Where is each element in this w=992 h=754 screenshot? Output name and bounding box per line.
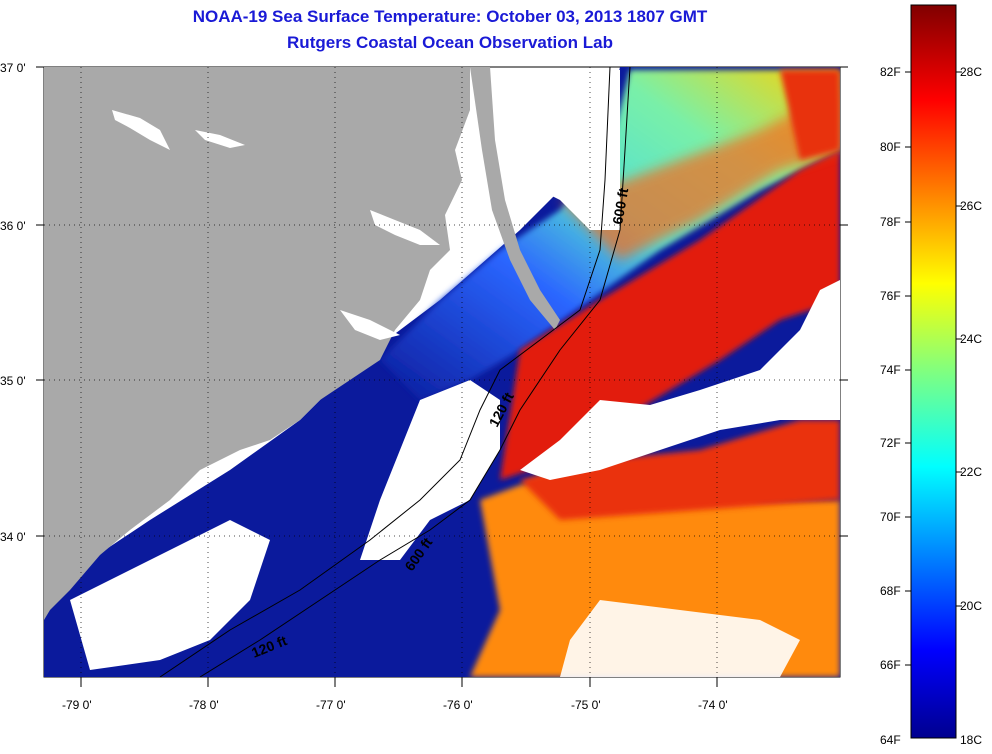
cb-f-70: 70F: [880, 510, 901, 524]
colorbar: [910, 4, 957, 739]
lon-label-75: -75 0': [571, 698, 601, 712]
lon-label-79: -79 0': [62, 698, 92, 712]
cb-c-24: 24C: [960, 332, 983, 346]
lat-label-37: 37 0': [0, 61, 26, 75]
lat-label-36: 36 0': [0, 219, 26, 233]
lat-ticks: [36, 66, 848, 537]
cb-f-80: 80F: [880, 140, 901, 154]
map-raster: [44, 67, 840, 677]
lon-label-77: -77 0': [316, 698, 346, 712]
cb-c-20: 20C: [960, 599, 983, 613]
contour-label-600ft-north: 600 ft: [609, 186, 631, 225]
map-title: NOAA-19 Sea Surface Temperature: October…: [192, 7, 708, 26]
lat-label-35: 35 0': [0, 374, 26, 388]
cb-f-72: 72F: [880, 436, 901, 450]
lon-label-76: -76 0': [443, 698, 473, 712]
lon-label-78: -78 0': [189, 698, 219, 712]
lat-label-34: 34 0': [0, 530, 26, 544]
cb-f-78: 78F: [880, 215, 901, 229]
cb-c-22: 22C: [960, 465, 983, 479]
cb-c-26: 26C: [960, 199, 983, 213]
cb-f-74: 74F: [880, 363, 901, 377]
cb-f-66: 66F: [880, 658, 901, 672]
cb-c-28: 28C: [960, 65, 983, 79]
cb-c-18: 18C: [960, 733, 983, 747]
lon-ticks: [80, 677, 718, 687]
cb-f-76: 76F: [880, 289, 901, 303]
colorbar-ticks: [905, 71, 962, 666]
map-subtitle: Rutgers Coastal Ocean Observation Lab: [287, 33, 613, 52]
cb-f-64: 64F: [880, 733, 901, 747]
cb-f-82: 82F: [880, 65, 901, 79]
lon-label-74: -74 0': [698, 698, 728, 712]
cb-f-68: 68F: [880, 584, 901, 598]
